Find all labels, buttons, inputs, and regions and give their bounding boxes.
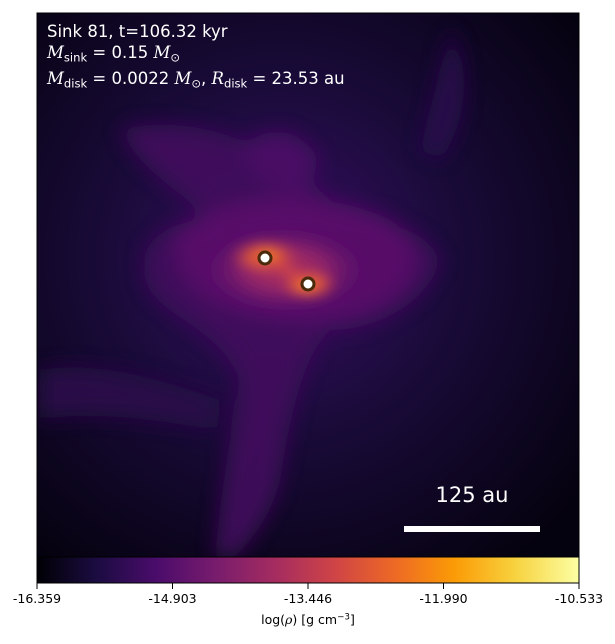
colorbar <box>36 556 580 589</box>
colorbar-tick: -14.903 <box>148 591 197 606</box>
scale-bar-label: 125 au <box>435 483 509 507</box>
colorbar-tick: -11.990 <box>419 591 468 606</box>
sink-mass: Msink = 0.15 M⊙ <box>47 43 181 65</box>
sink-info: Sink 81, t=106.32 kyr Msink = 0.15 M⊙ Md… <box>47 21 345 95</box>
colorbar-tick: -16.359 <box>12 591 62 606</box>
colorbar-tick: -13.446 <box>283 591 333 606</box>
density-map <box>37 13 579 557</box>
colorbar-label: log(ρ) [g cm−3] <box>261 612 355 627</box>
sink-markers <box>257 250 316 292</box>
disk-properties: Mdisk = 0.0022 M⊙, Rdisk = 23.53 au <box>47 69 345 91</box>
sink-marker <box>300 276 316 292</box>
sink-title: Sink 81, t=106.32 kyr <box>47 22 228 41</box>
scale-bar <box>404 526 540 532</box>
colorbar-tick: -10.533 <box>554 591 604 606</box>
sink-marker <box>257 250 273 266</box>
